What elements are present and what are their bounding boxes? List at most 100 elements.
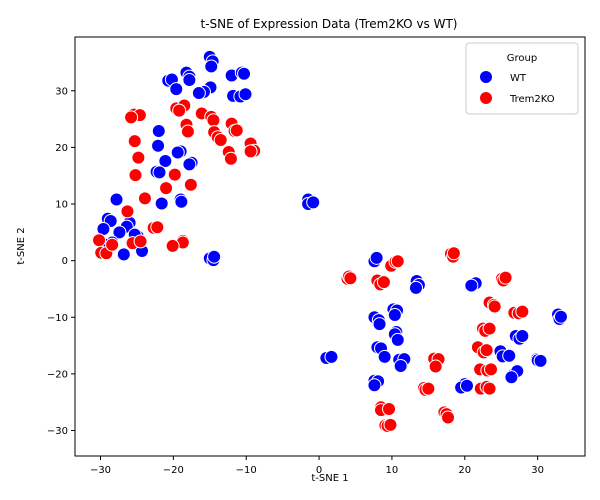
y-tick-label: −20	[47, 369, 68, 380]
data-point-wt	[151, 123, 166, 138]
data-point-wt	[367, 378, 382, 393]
data-point-wt	[533, 353, 548, 368]
data-point-trem2ko	[127, 134, 142, 149]
x-tick-label: −20	[163, 465, 184, 476]
data-point-trem2ko	[421, 381, 436, 396]
data-point-trem2ko	[243, 144, 258, 159]
data-point-trem2ko	[180, 124, 195, 139]
data-point-trem2ko	[105, 237, 120, 252]
data-point-wt	[408, 280, 423, 295]
data-point-trem2ko	[498, 270, 513, 285]
y-axis-label: t-SNE 2	[16, 227, 27, 264]
data-point-trem2ko	[159, 181, 174, 196]
data-point-wt	[502, 348, 517, 363]
data-point-wt	[504, 370, 519, 385]
data-point-trem2ko	[150, 220, 165, 235]
data-point-trem2ko	[515, 304, 530, 319]
data-point-trem2ko	[487, 299, 502, 314]
data-point-wt	[237, 66, 252, 81]
legend: Group WT Trem2KO	[465, 42, 579, 115]
data-point-trem2ko	[383, 417, 398, 432]
data-point-trem2ko	[390, 254, 405, 269]
data-point-wt	[182, 157, 197, 172]
x-tick-label: 0	[316, 465, 322, 476]
data-point-wt	[238, 87, 253, 102]
y-tick-label: −10	[47, 313, 68, 324]
data-point-trem2ko	[479, 343, 494, 358]
legend-marker-wt	[479, 70, 493, 84]
data-point-trem2ko	[120, 204, 135, 219]
legend-box	[465, 42, 579, 115]
data-point-wt	[191, 86, 206, 101]
data-point-wt	[387, 308, 402, 323]
data-point-wt	[112, 225, 127, 240]
chart-title: t-SNE of Expression Data (Trem2KO vs WT)	[201, 17, 458, 31]
data-point-trem2ko	[213, 133, 228, 148]
data-point-wt	[207, 249, 222, 264]
x-axis-label: t-SNE 1	[311, 473, 348, 484]
series-trem2ko	[92, 98, 530, 433]
data-point-wt	[464, 278, 479, 293]
data-point-trem2ko	[223, 151, 238, 166]
data-point-wt	[158, 154, 173, 169]
data-point-trem2ko	[133, 234, 148, 249]
y-tick-label: 10	[55, 200, 68, 211]
data-point-trem2ko	[428, 359, 443, 374]
data-point-wt	[182, 73, 197, 88]
data-point-wt	[553, 309, 568, 324]
data-point-trem2ko	[167, 167, 182, 182]
data-point-wt	[372, 317, 387, 332]
data-point-wt	[390, 332, 405, 347]
data-point-trem2ko	[206, 113, 221, 128]
x-tick-label: −10	[236, 465, 257, 476]
data-point-wt	[459, 378, 474, 393]
data-point-trem2ko	[482, 381, 497, 396]
y-tick-label: 20	[55, 143, 68, 154]
data-point-wt	[116, 247, 131, 262]
data-point-wt	[393, 358, 408, 373]
data-point-trem2ko	[446, 246, 461, 261]
x-tick-label: 30	[531, 465, 544, 476]
legend-label-trem2ko: Trem2KO	[509, 94, 555, 105]
data-point-trem2ko	[484, 362, 499, 377]
data-point-wt	[152, 165, 167, 180]
x-tick-label: −30	[90, 465, 111, 476]
y-tick-label: 30	[55, 86, 68, 97]
data-point-trem2ko	[165, 238, 180, 253]
y-tick-label: 0	[62, 256, 68, 267]
data-point-wt	[306, 195, 321, 210]
data-point-trem2ko	[229, 123, 244, 138]
data-point-trem2ko	[343, 271, 358, 286]
data-point-trem2ko	[172, 103, 187, 118]
data-point-trem2ko	[124, 110, 139, 125]
data-point-trem2ko	[137, 191, 152, 206]
data-point-trem2ko	[131, 150, 146, 165]
scatter-points	[92, 49, 568, 433]
data-point-wt	[170, 145, 185, 160]
data-point-wt	[151, 138, 166, 153]
data-point-wt	[369, 250, 384, 265]
y-axis-ticks: −30 −20 −10 0 10 20 30	[47, 86, 75, 437]
data-point-wt	[515, 328, 530, 343]
data-point-wt	[377, 349, 392, 364]
data-point-trem2ko	[376, 275, 391, 290]
y-tick-label: −30	[47, 426, 68, 437]
data-point-trem2ko	[382, 402, 397, 417]
plot-frame	[74, 36, 586, 457]
x-tick-label: 20	[458, 465, 471, 476]
data-point-wt	[169, 82, 184, 97]
legend-title: Group	[507, 53, 537, 64]
data-point-wt	[109, 192, 124, 207]
data-point-trem2ko	[92, 233, 107, 248]
data-point-trem2ko	[128, 168, 143, 183]
legend-marker-trem2ko	[479, 91, 493, 105]
data-point-trem2ko	[183, 177, 198, 192]
x-tick-label: 10	[386, 465, 399, 476]
data-point-wt	[174, 194, 189, 209]
data-point-wt	[324, 349, 339, 364]
data-point-wt	[204, 59, 219, 74]
legend-label-wt: WT	[510, 73, 527, 84]
data-point-wt	[154, 196, 169, 211]
x-axis-ticks: −30 −20 −10 0 10 20 30	[90, 456, 544, 476]
